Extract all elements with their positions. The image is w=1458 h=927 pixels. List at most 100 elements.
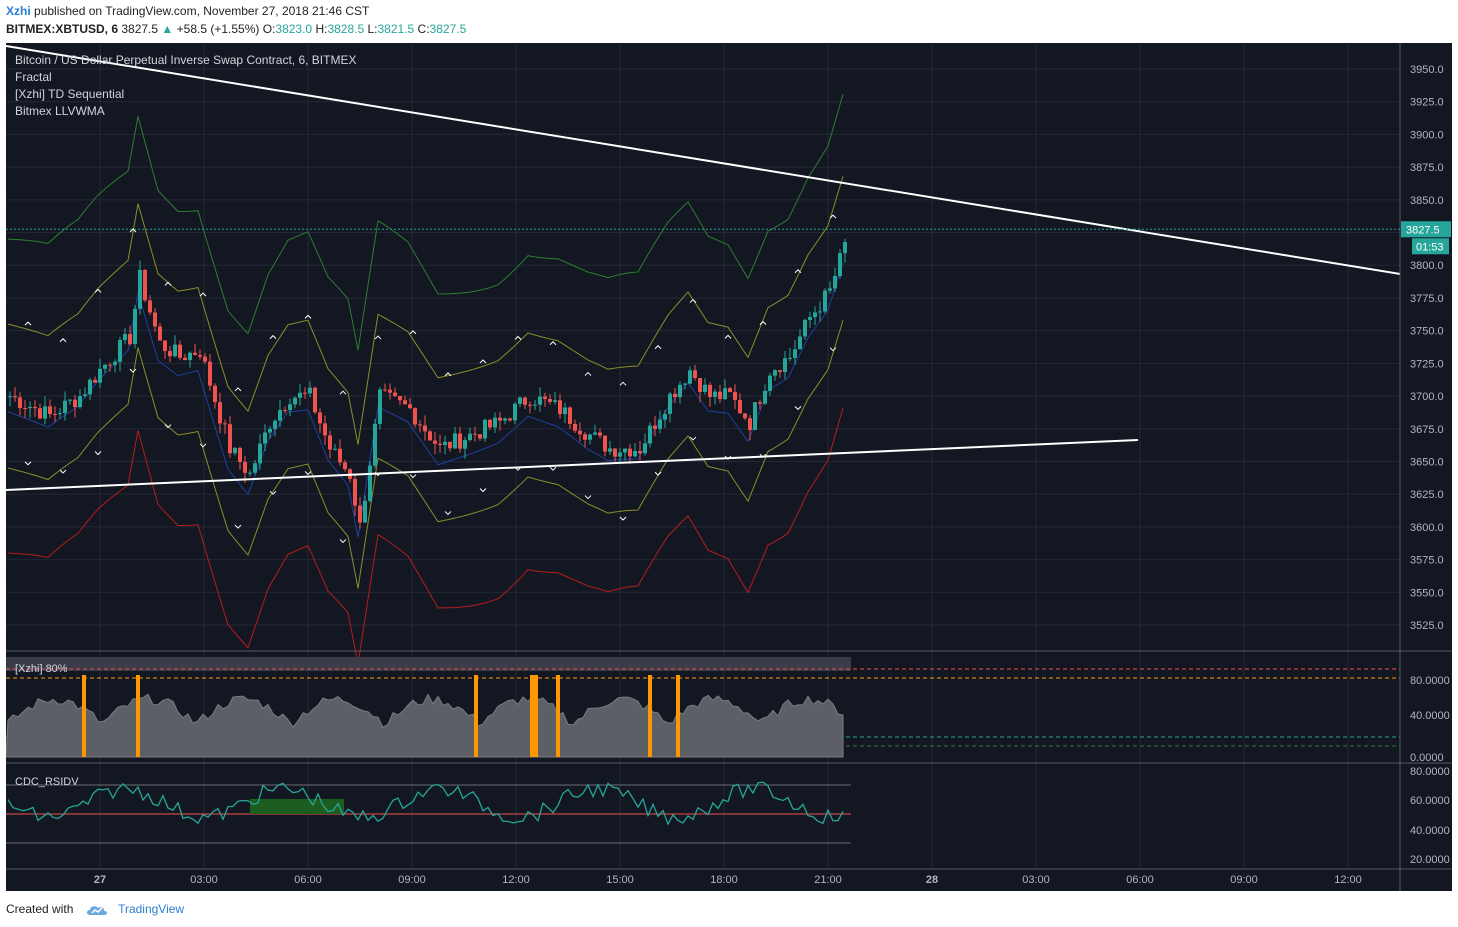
candle-body [58, 413, 62, 415]
candle-body [383, 389, 387, 391]
candle-body [483, 419, 487, 439]
candle-body [113, 361, 117, 365]
candle-body [413, 408, 417, 425]
candle-body [568, 407, 572, 424]
open-value: 3823.0 [275, 22, 313, 36]
candle-body [388, 389, 392, 393]
candle-body [493, 417, 497, 428]
candle-body [188, 352, 192, 361]
candle-body [268, 428, 272, 433]
candle-body [338, 448, 342, 463]
panel3-highlight [250, 799, 344, 814]
candle-body [48, 406, 52, 415]
candle-body [798, 336, 802, 350]
candle-body [533, 404, 537, 406]
panel2-spike [676, 675, 680, 757]
descending-trendline [6, 45, 1401, 275]
author-link[interactable]: Xzhi [6, 4, 31, 18]
time-axis-label: 03:00 [1022, 874, 1050, 886]
fractal-down-marker [269, 490, 277, 495]
time-axis-label: 12:00 [502, 874, 530, 886]
indicator-band [7, 262, 844, 538]
candle-body [563, 407, 567, 415]
candle-body [763, 390, 767, 404]
chart-canvas[interactable]: 3950.03925.03900.03875.03850.03825.03800… [6, 43, 1452, 891]
legend-item-td-sequential[interactable]: [Xzhi] TD Sequential [15, 87, 124, 101]
high-value: 3828.5 [327, 22, 365, 36]
candle-body [708, 384, 712, 397]
panel2-spike [648, 675, 652, 757]
price-axis-label: 3700.0 [1410, 391, 1444, 403]
fractal-up-marker [304, 314, 312, 319]
candle-body [818, 311, 822, 313]
fractal-down-marker [304, 471, 312, 476]
candle-body [678, 384, 682, 398]
legend-item-fractal[interactable]: Fractal [15, 70, 52, 84]
candle-body [448, 441, 452, 449]
candle-body [238, 447, 242, 463]
candle-body [828, 288, 832, 291]
candle-body [753, 402, 757, 430]
price-change: +58.5 (+1.55%) [176, 22, 260, 36]
fractal-up-marker [339, 390, 347, 395]
candle-body [303, 392, 307, 394]
chart-area[interactable]: 3950.03925.03900.03875.03850.03825.03800… [6, 43, 1452, 891]
candle-body [463, 440, 467, 449]
panel2-area [6, 693, 844, 758]
candle-body [328, 435, 332, 450]
candle-body [353, 478, 357, 506]
candle-body [148, 300, 152, 313]
candle-body [133, 308, 137, 345]
close-value: 3827.5 [429, 22, 467, 36]
symbol-line: BITMEX:XBTUSD, 6 3827.5 ▲ +58.5 (+1.55%)… [6, 22, 466, 36]
fractal-up-marker [584, 371, 592, 376]
candle-body [293, 397, 297, 405]
last-price: 3827.5 [121, 22, 159, 36]
candle-body [153, 312, 157, 327]
candle-body [203, 356, 207, 362]
candle-body [418, 424, 422, 426]
price-axis-label: 3775.0 [1410, 293, 1444, 305]
symbol-name: BITMEX:XBTUSD, 6 [6, 22, 119, 36]
candle-body [658, 419, 662, 429]
candle-body [698, 377, 702, 392]
candle-body [38, 408, 42, 419]
candle-body [648, 425, 652, 444]
fractal-down-marker [549, 466, 557, 471]
candle-body [668, 393, 672, 414]
candle-body [423, 425, 427, 432]
candle-body [633, 451, 637, 457]
price-axis-label: 3850.0 [1410, 195, 1444, 207]
candle-body [228, 424, 232, 454]
candle-body [123, 334, 127, 341]
candle-body [768, 375, 772, 391]
price-axis-label: 3725.0 [1410, 358, 1444, 370]
candle-body [558, 400, 562, 415]
panel3-axis-label: 40.0000 [1410, 825, 1450, 837]
candle-body [598, 432, 602, 436]
fractal-down-marker [654, 471, 662, 476]
tradingview-link[interactable]: TradingView [118, 902, 185, 916]
candle-body [503, 418, 507, 421]
candle-body [408, 404, 412, 409]
panel3-axis-label: 60.0000 [1410, 795, 1450, 807]
candle-body [223, 423, 227, 425]
time-axis-label: 12:00 [1334, 874, 1362, 886]
candle-body [683, 383, 687, 385]
candle-body [693, 370, 697, 378]
candle-body [198, 355, 202, 357]
candle-body [298, 392, 302, 398]
low-label: L: [367, 22, 378, 36]
candle-body [783, 358, 787, 372]
candle-body [443, 441, 447, 445]
panel3-title[interactable]: CDC_RSIDV [15, 776, 79, 788]
candle-body [318, 412, 322, 424]
legend-item-llvwma[interactable]: Bitmex LLVWMA [15, 104, 105, 118]
candle-body [323, 423, 327, 436]
candle-body [258, 443, 262, 464]
panel2-spike [136, 675, 140, 757]
panel2-title[interactable]: [Xzhi] 80% [15, 663, 68, 675]
fractal-down-marker [59, 469, 67, 474]
candle-body [508, 418, 512, 421]
candle-body [478, 434, 482, 439]
